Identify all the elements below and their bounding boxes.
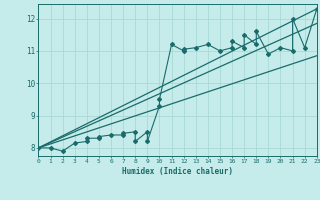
X-axis label: Humidex (Indice chaleur): Humidex (Indice chaleur) bbox=[122, 167, 233, 176]
